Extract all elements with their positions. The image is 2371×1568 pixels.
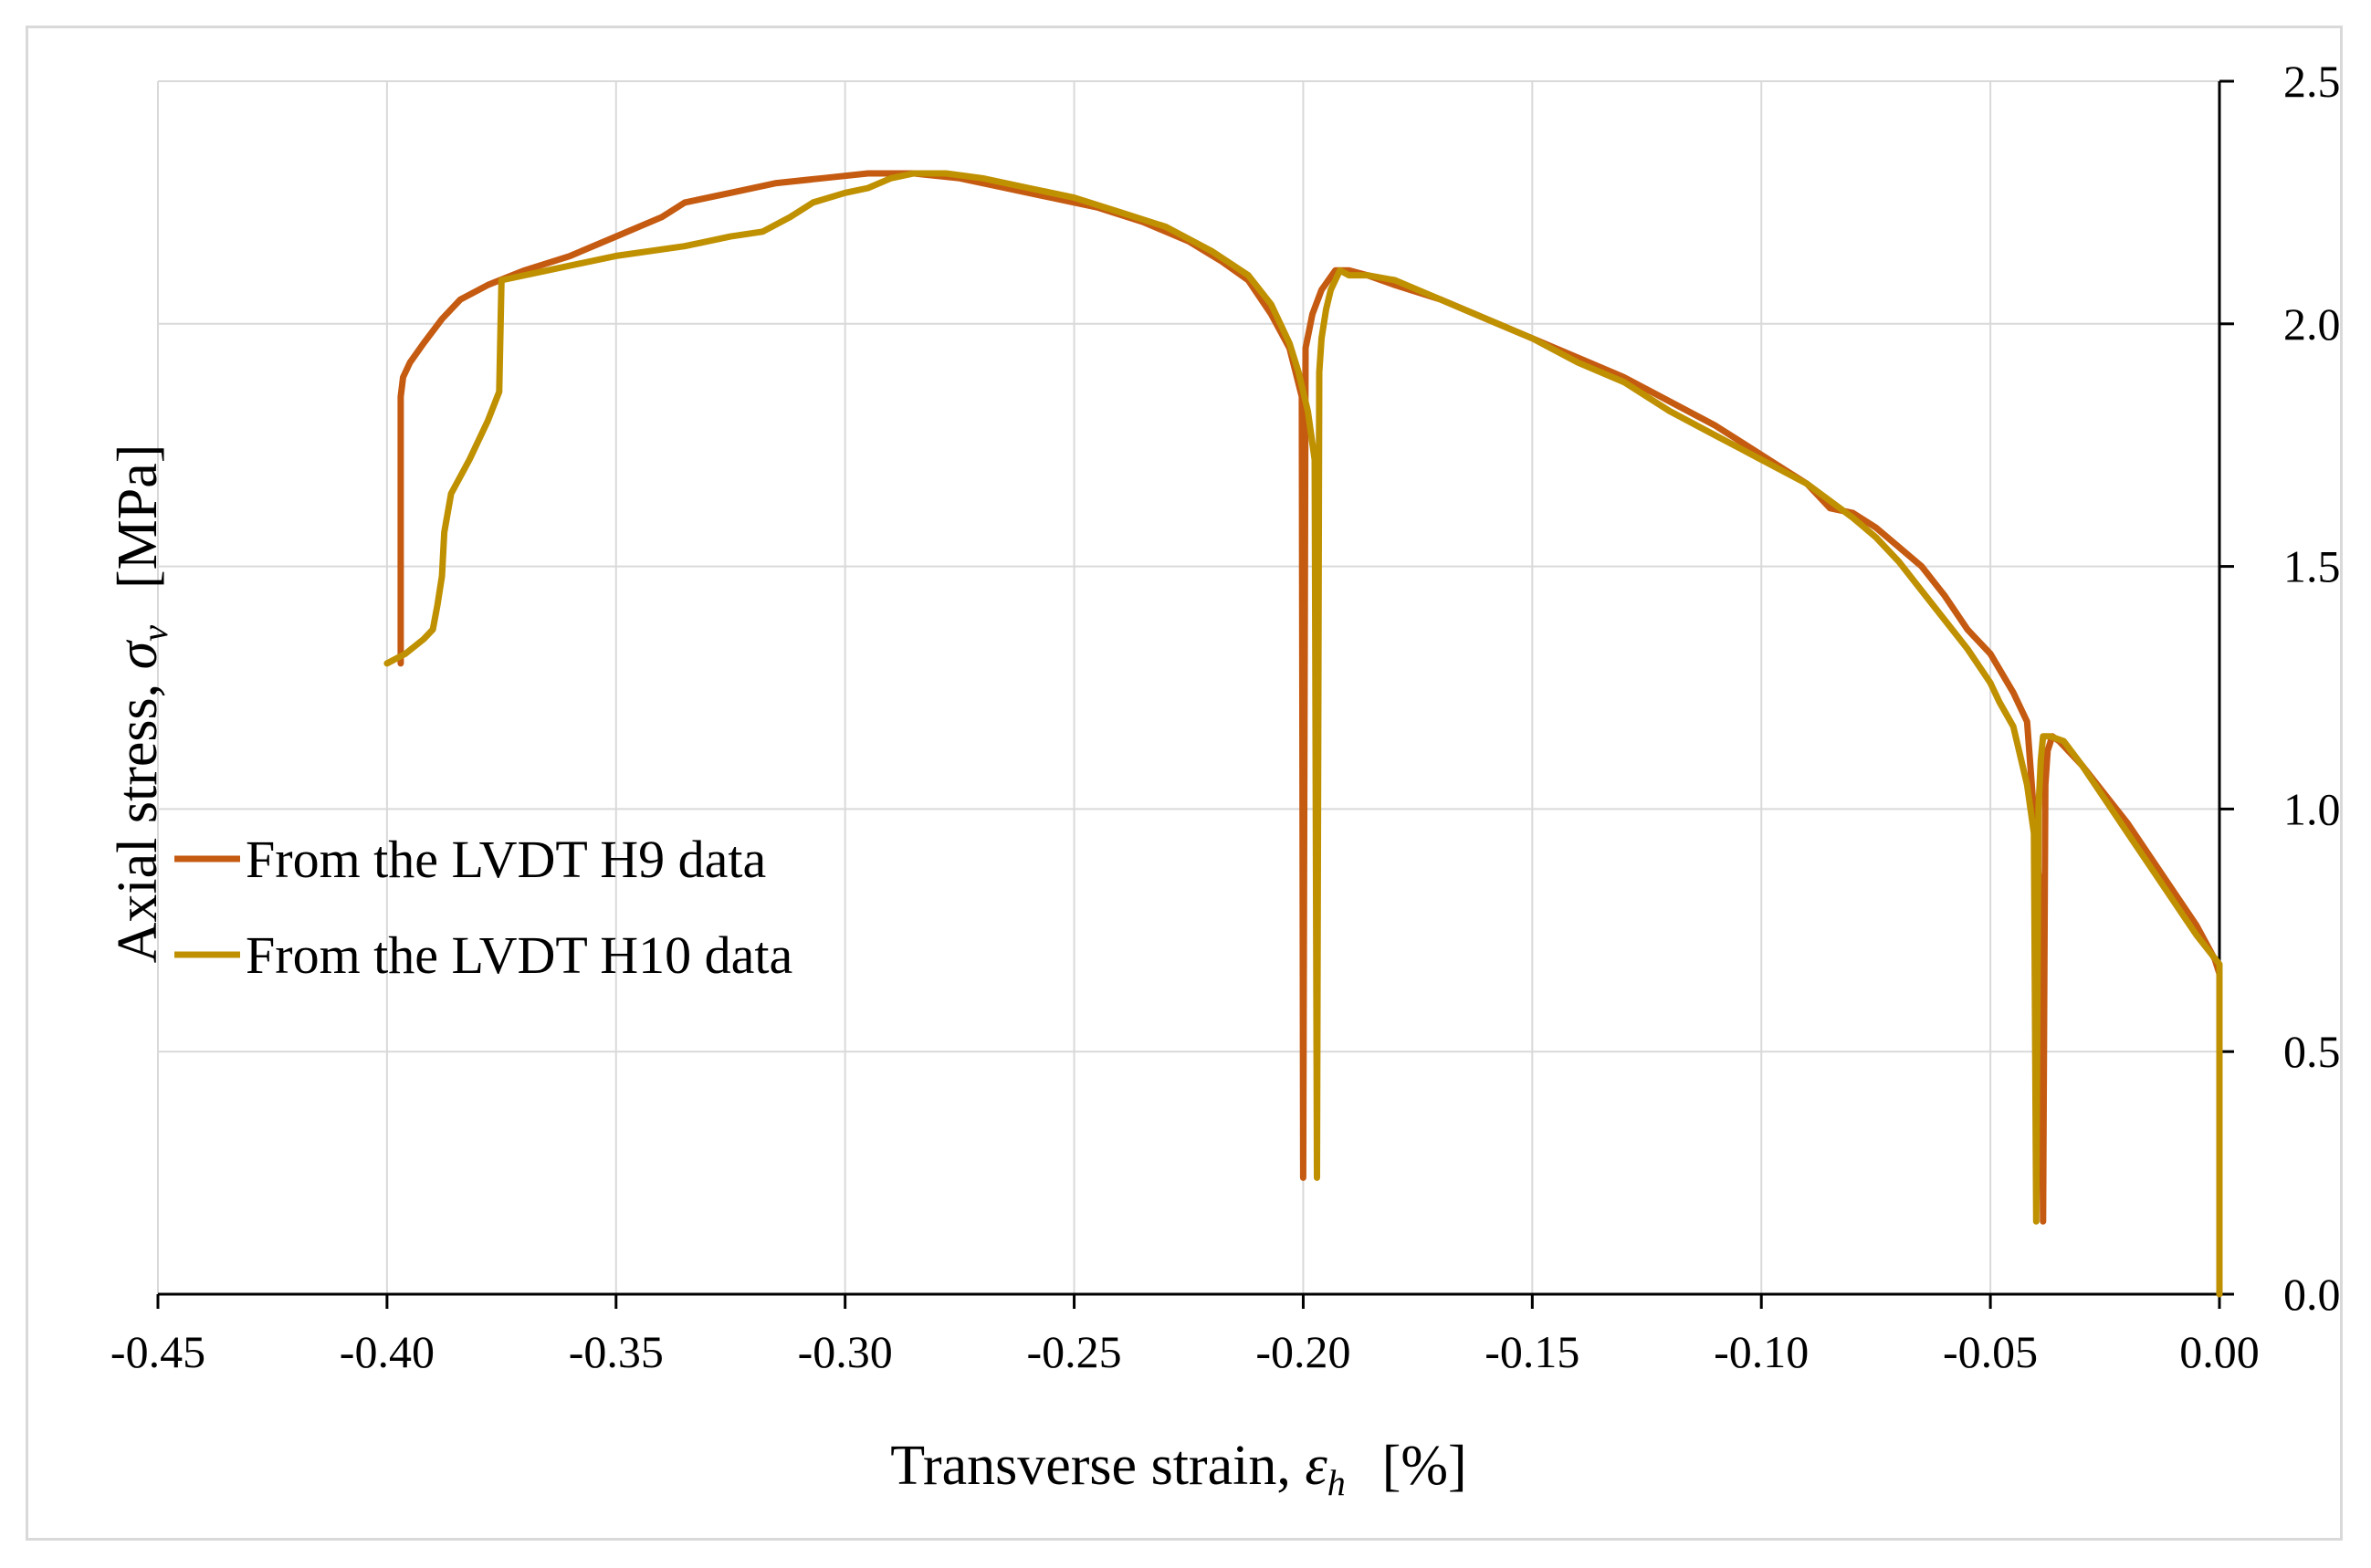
- x-tick-label: -0.25: [1026, 1326, 1121, 1377]
- series-layer: [383, 170, 2223, 1298]
- grid-layer: [157, 80, 2219, 1294]
- axes-layer: [156, 79, 2234, 1309]
- chart-svg: -0.45 -0.40 -0.35 -0.30 -0.25 -0.20 -0.15 -0.10…: [107, 56, 2341, 1503]
- y-tick-label: 2.5: [2283, 56, 2341, 107]
- y-tick-label: 1.0: [2283, 783, 2341, 834]
- x-tick-label: -0.05: [1943, 1326, 2038, 1377]
- y-tick-label: 0.5: [2283, 1026, 2341, 1077]
- x-axis-title: Transverse strain, εh [%]: [890, 1435, 1466, 1503]
- x-tick-label: -0.45: [110, 1326, 205, 1377]
- x-tick-label: 0.00: [2179, 1326, 2260, 1377]
- x-tick-label: -0.15: [1484, 1326, 1579, 1377]
- y-tick-label: 0.0: [2283, 1269, 2341, 1320]
- x-tick-label: -0.20: [1255, 1326, 1350, 1377]
- y-axis-title: Axial stress, σv[MPa]: [107, 444, 175, 964]
- legend: From the LVDT H9 data From the LVDT H10 …: [174, 830, 792, 985]
- y-tick-label: 1.5: [2283, 541, 2341, 592]
- series-line-h9: [397, 170, 2223, 1225]
- legend-label-h10: From the LVDT H10 data: [246, 925, 792, 985]
- x-tick-label: -0.40: [340, 1326, 435, 1377]
- tick-label-layer: -0.45 -0.40 -0.35 -0.30 -0.25 -0.20 -0.15 -0.10…: [110, 56, 2341, 1377]
- chart-frame: -0.45 -0.40 -0.35 -0.30 -0.25 -0.20 -0.15 -0.10…: [26, 26, 2343, 1541]
- x-tick-label: -0.30: [798, 1326, 893, 1377]
- x-tick-label: -0.35: [569, 1326, 664, 1377]
- legend-label-h9: From the LVDT H9 data: [246, 830, 766, 889]
- x-tick-label: -0.10: [1714, 1326, 1809, 1377]
- y-tick-label: 2.0: [2283, 298, 2341, 350]
- series-line-h10: [383, 170, 2223, 1298]
